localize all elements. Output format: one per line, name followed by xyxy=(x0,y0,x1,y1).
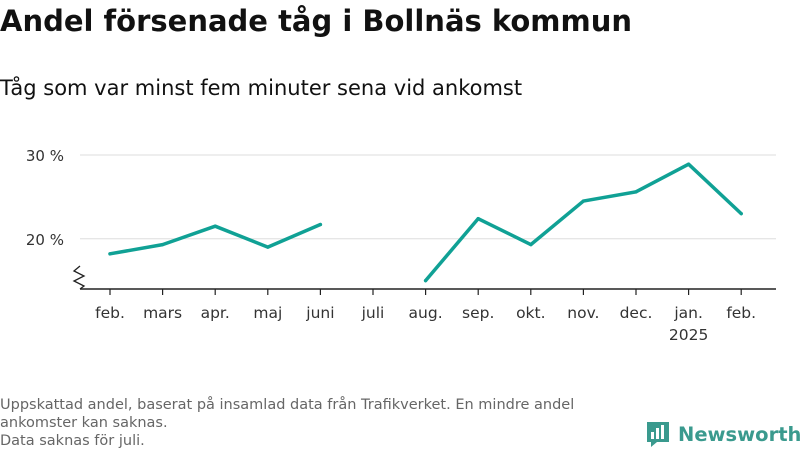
chart-title: Andel försenade tåg i Bollnäs kommun xyxy=(0,4,633,38)
chart-subtitle: Tåg som var minst fem minuter sena vid a… xyxy=(0,76,523,100)
x-tick-label: juni xyxy=(305,304,334,322)
x-tick-label: sep. xyxy=(462,304,494,322)
x-tick-label: apr. xyxy=(201,304,230,322)
x-tick-label: mars xyxy=(143,304,182,322)
line-chart: 20 % 30 % feb. mars apr. maj juni juli aug. sep. o… xyxy=(26,147,776,344)
data-point xyxy=(213,224,217,228)
newsworthy-logo-icon xyxy=(647,422,669,447)
data-point xyxy=(266,245,270,249)
x-year-label: 2025 xyxy=(669,326,708,344)
data-point xyxy=(318,222,322,227)
series-line xyxy=(423,162,743,283)
data-point xyxy=(739,212,743,216)
x-tick-label: feb. xyxy=(726,304,756,322)
axis-break-icon xyxy=(72,265,86,290)
data-point xyxy=(108,252,112,256)
x-tick-label: jan. xyxy=(673,304,703,322)
x-tick-label: dec. xyxy=(620,304,653,322)
footnote: Uppskattad andel, baserat på insamlad da… xyxy=(0,396,640,450)
data-point xyxy=(687,162,691,166)
x-tick-label: okt. xyxy=(516,304,545,322)
x-tick-label: aug. xyxy=(409,304,443,322)
brand-name: Newsworthy xyxy=(678,422,800,446)
y-tick-label: 20 % xyxy=(26,231,64,249)
data-point xyxy=(424,279,428,283)
x-tick-label: nov. xyxy=(567,304,599,322)
x-tick-label: juli xyxy=(361,304,385,322)
data-point xyxy=(634,190,638,194)
data-point xyxy=(529,243,533,247)
y-tick-label: 30 % xyxy=(26,147,64,165)
data-point xyxy=(581,199,586,203)
footnote-missing: Data saknas för juli. xyxy=(0,433,145,449)
x-tick-label: maj xyxy=(253,304,282,322)
data-point xyxy=(161,243,165,247)
brand-logo: Newsworthy xyxy=(645,420,800,448)
data-point xyxy=(476,217,480,221)
footnote-source: Uppskattad andel, baserat på insamlad da… xyxy=(0,397,575,431)
x-tick-label: feb. xyxy=(95,304,125,322)
